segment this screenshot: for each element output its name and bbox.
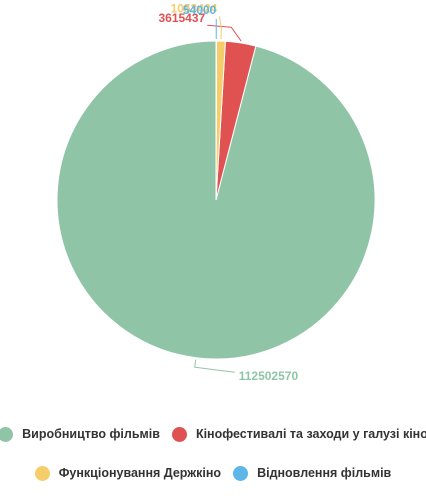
legend-row-1: Виробництво фільмів Кінофестивалі та зах… xyxy=(0,420,426,448)
legend-label: Функціонування Держкіно xyxy=(59,466,221,480)
legend-row-2: Функціонування Держкіно Відновлення філь… xyxy=(0,459,426,487)
legend-item-vidnovlennia[interactable]: Відновлення фільмів xyxy=(233,466,391,481)
label-connector-kinofestyvali xyxy=(207,25,241,41)
legend-label: Відновлення фільмів xyxy=(257,466,391,480)
legend-item-kinofestyvali[interactable]: Кінофестивалі та заходи у галузі кіно xyxy=(172,427,426,442)
legend-item-derzhkino[interactable]: Функціонування Держкіно xyxy=(35,466,221,481)
label-connector-vyrobnytstvo xyxy=(195,360,235,372)
legend-item-vyrobnytstvo[interactable]: Виробництво фільмів xyxy=(0,427,160,442)
legend-marker xyxy=(0,427,13,442)
label-connector-derzhkino xyxy=(219,16,221,39)
data-label-vidnovlennia: 54000 xyxy=(183,3,217,17)
legend-marker xyxy=(172,427,187,442)
legend-marker xyxy=(35,466,50,481)
legend-marker xyxy=(233,466,248,481)
data-label-vyrobnytstvo: 112502570 xyxy=(239,369,299,383)
legend-label: Кінофестивалі та заходи у галузі кіно xyxy=(196,427,426,441)
legend: Виробництво фільмів Кінофестивалі та зах… xyxy=(0,420,426,498)
legend-label: Виробництво фільмів xyxy=(22,427,160,441)
